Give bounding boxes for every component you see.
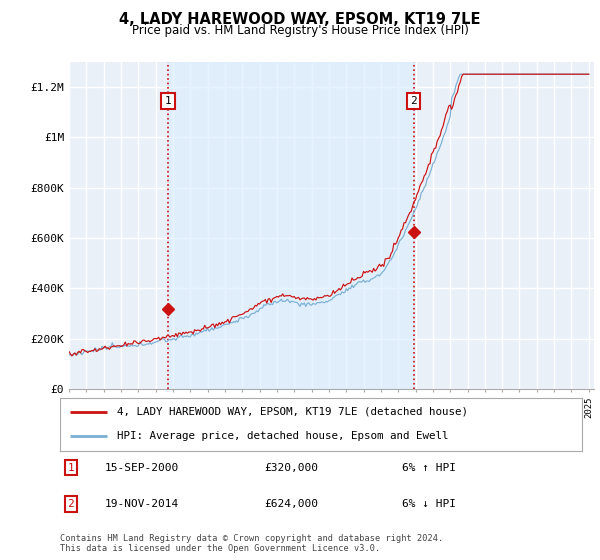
Text: 2: 2	[410, 96, 417, 106]
Text: 19-NOV-2014: 19-NOV-2014	[105, 499, 179, 509]
Text: 4, LADY HAREWOOD WAY, EPSOM, KT19 7LE: 4, LADY HAREWOOD WAY, EPSOM, KT19 7LE	[119, 12, 481, 27]
Text: 4, LADY HAREWOOD WAY, EPSOM, KT19 7LE (detached house): 4, LADY HAREWOOD WAY, EPSOM, KT19 7LE (d…	[118, 407, 469, 417]
Text: 6% ↑ HPI: 6% ↑ HPI	[402, 463, 456, 473]
Bar	[168, 62, 413, 389]
Text: 1: 1	[165, 96, 172, 106]
Text: 15-SEP-2000: 15-SEP-2000	[105, 463, 179, 473]
Text: Contains HM Land Registry data © Crown copyright and database right 2024.
This d: Contains HM Land Registry data © Crown c…	[60, 534, 443, 553]
Text: Price paid vs. HM Land Registry's House Price Index (HPI): Price paid vs. HM Land Registry's House …	[131, 24, 469, 36]
Text: 1: 1	[67, 463, 74, 473]
Text: £624,000: £624,000	[264, 499, 318, 509]
Text: 6% ↓ HPI: 6% ↓ HPI	[402, 499, 456, 509]
Text: £320,000: £320,000	[264, 463, 318, 473]
Text: 2: 2	[67, 499, 74, 509]
Text: HPI: Average price, detached house, Epsom and Ewell: HPI: Average price, detached house, Epso…	[118, 431, 449, 441]
